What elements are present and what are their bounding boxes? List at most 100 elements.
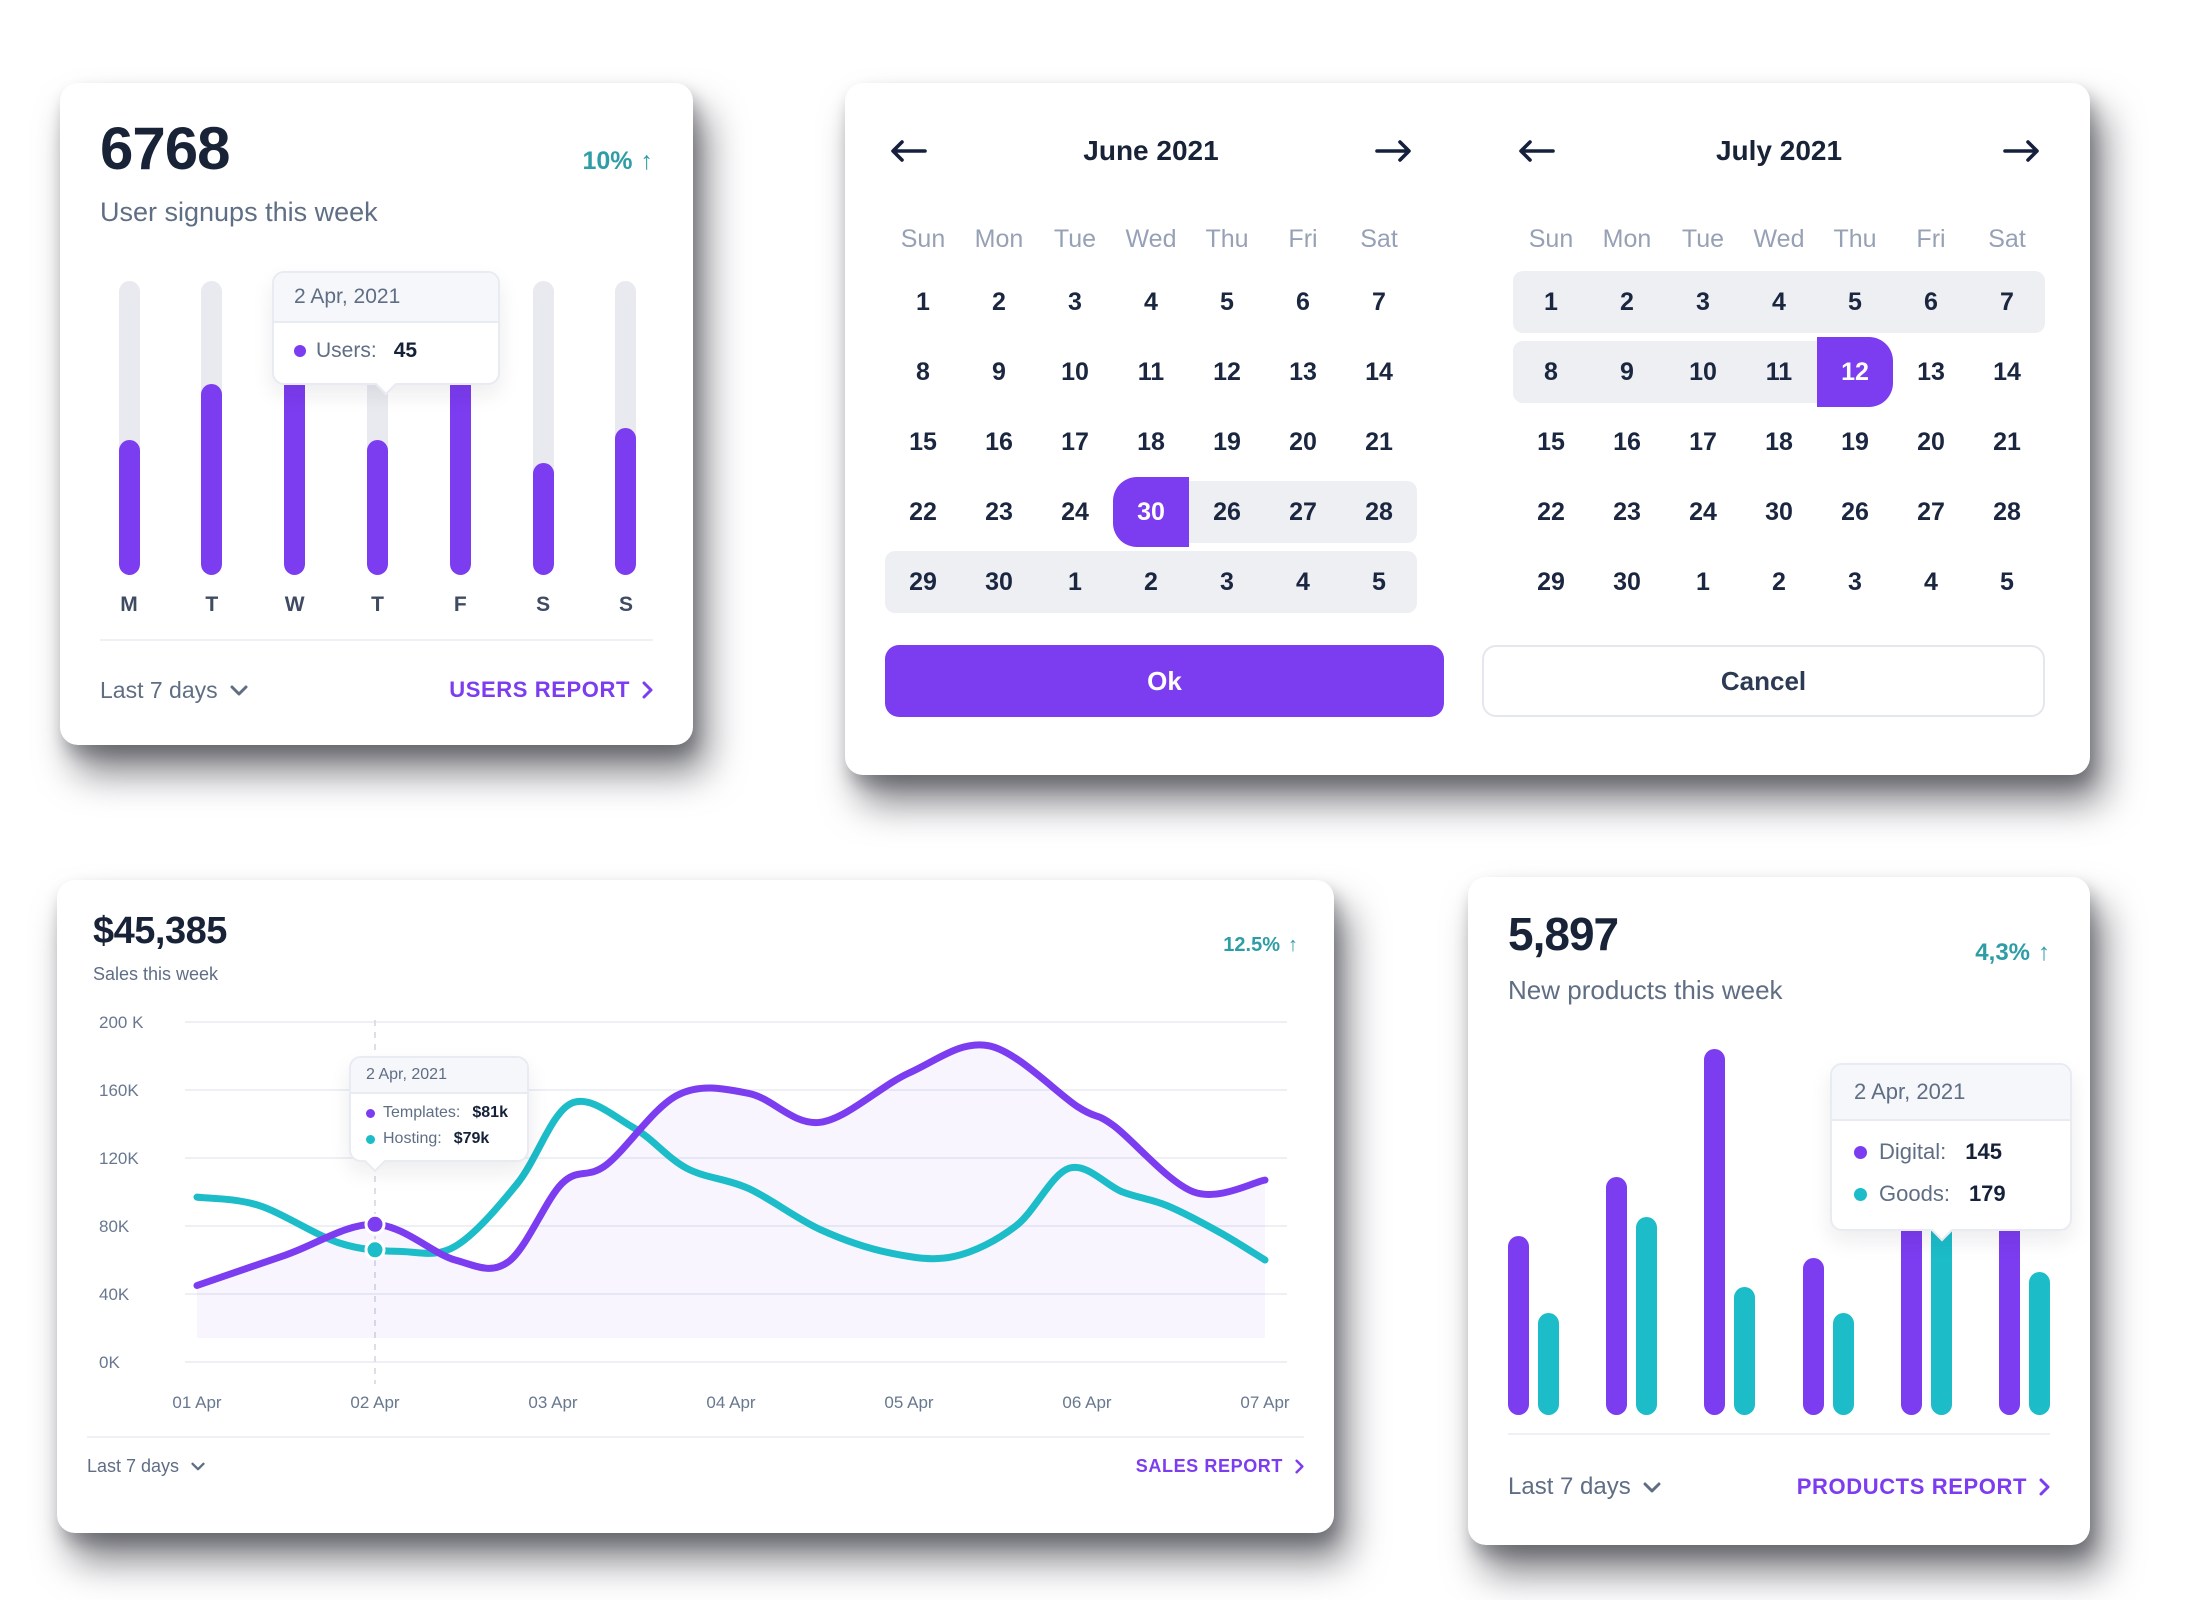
calendar-day[interactable]: 22	[909, 497, 937, 526]
calendar-day[interactable]: 26	[1841, 497, 1869, 526]
products-report-link[interactable]: PRODUCTS REPORT	[1797, 1474, 2050, 1500]
bar-column[interactable]: T	[201, 281, 223, 641]
calendar-day[interactable]: 4	[1265, 547, 1341, 617]
calendar-day[interactable]: 10	[1665, 337, 1741, 407]
calendar-day[interactable]: 9	[1589, 337, 1665, 407]
calendar-day[interactable]: 18	[1137, 427, 1165, 456]
calendar-day[interactable]: 3	[1189, 547, 1265, 617]
calendar-day[interactable]: 8	[916, 357, 930, 386]
calendar-day[interactable]: 2	[1589, 267, 1665, 337]
calendar-day[interactable]: 4	[1144, 287, 1158, 316]
range-selector[interactable]: Last 7 days	[100, 677, 248, 704]
calendar-day[interactable]: 28	[1993, 497, 2021, 526]
calendar-day[interactable]: 9	[992, 357, 1006, 386]
calendar-day[interactable]: 30	[961, 547, 1037, 617]
calendar-day[interactable]: 19	[1841, 427, 1869, 456]
calendar-day[interactable]: 23	[1613, 497, 1641, 526]
calendar-day[interactable]: 24	[1689, 497, 1717, 526]
calendar-day[interactable]: 24	[1061, 497, 1089, 526]
next-month-button[interactable]	[2003, 138, 2041, 164]
goods-bar	[1538, 1313, 1559, 1415]
calendar-day[interactable]: 4	[1924, 567, 1938, 596]
bar-column[interactable]: S	[532, 281, 554, 641]
bar-track	[615, 281, 637, 575]
calendar-day[interactable]: 11	[1741, 337, 1817, 407]
calendar-day[interactable]: 10	[1061, 357, 1089, 386]
calendar-day[interactable]: 3	[1665, 267, 1741, 337]
calendar-day[interactable]: 20	[1289, 427, 1317, 456]
sales-report-link[interactable]: SALES REPORT	[1136, 1456, 1304, 1477]
calendar-day[interactable]: 7	[1372, 287, 1386, 316]
calendar-day[interactable]: 17	[1689, 427, 1717, 456]
product-bar-group[interactable]	[1802, 1258, 1854, 1415]
product-bar-group[interactable]	[1900, 1188, 1952, 1415]
calendar-day[interactable]: 13	[1917, 357, 1945, 386]
bar-column[interactable]: W	[284, 281, 306, 641]
calendar-day[interactable]: 1	[1037, 547, 1113, 617]
range-selector[interactable]: Last 7 days	[1508, 1473, 1661, 1501]
cancel-button[interactable]: Cancel	[1482, 645, 2045, 717]
product-bar-group[interactable]	[1606, 1177, 1658, 1415]
calendar-day[interactable]: 13	[1289, 357, 1317, 386]
calendar-day[interactable]: 8	[1513, 337, 1589, 407]
bar-track	[532, 281, 554, 575]
calendar-day[interactable]: 2	[1772, 567, 1786, 596]
range-selector[interactable]: Last 7 days	[87, 1456, 205, 1477]
calendar-day[interactable]: 29	[1537, 567, 1565, 596]
products-subtitle: New products this week	[1508, 975, 1783, 1005]
product-bar-group[interactable]	[1508, 1236, 1559, 1415]
digital-bar	[1704, 1049, 1726, 1415]
calendar-day[interactable]: 30	[1113, 477, 1189, 547]
calendar-day[interactable]: 14	[1993, 357, 2021, 386]
calendar-day[interactable]: 11	[1137, 357, 1165, 386]
calendar-day[interactable]: 18	[1765, 427, 1793, 456]
calendar-day[interactable]: 28	[1341, 477, 1417, 547]
calendar-day[interactable]: 5	[1341, 547, 1417, 617]
calendar-day[interactable]: 15	[1537, 427, 1565, 456]
calendar-day[interactable]: 19	[1213, 427, 1241, 456]
calendar-day[interactable]: 15	[909, 427, 937, 456]
calendar-day[interactable]: 3	[1068, 287, 1082, 316]
calendar-day[interactable]: 2	[1113, 547, 1189, 617]
calendar-day[interactable]: 14	[1365, 357, 1393, 386]
next-month-button[interactable]	[1375, 138, 1413, 164]
calendar-day[interactable]: 1	[1696, 567, 1710, 596]
product-bar-group[interactable]	[1998, 1195, 2050, 1415]
calendar-day[interactable]: 1	[916, 287, 930, 316]
calendar-day[interactable]: 17	[1061, 427, 1089, 456]
calendar-day[interactable]: 16	[985, 427, 1013, 456]
calendar-day[interactable]: 23	[985, 497, 1013, 526]
calendar-day[interactable]: 12	[1213, 357, 1241, 386]
bar-column[interactable]: M	[118, 281, 140, 641]
calendar-day[interactable]: 29	[885, 547, 961, 617]
calendar-day[interactable]: 5	[2000, 567, 2014, 596]
calendar-day[interactable]: 30	[1613, 567, 1641, 596]
calendar-day[interactable]: 22	[1537, 497, 1565, 526]
calendar-day[interactable]: 6	[1296, 287, 1310, 316]
calendar-day[interactable]: 21	[1365, 427, 1393, 456]
calendar-day[interactable]: 3	[1848, 567, 1862, 596]
bar-column[interactable]: S	[615, 281, 637, 641]
bar-fill	[284, 351, 306, 575]
calendar-day[interactable]: 21	[1993, 427, 2021, 456]
prev-month-button[interactable]	[889, 138, 927, 164]
calendar-day[interactable]: 4	[1741, 267, 1817, 337]
users-report-link[interactable]: USERS REPORT	[449, 677, 653, 703]
calendar-day[interactable]: 27	[1917, 497, 1945, 526]
calendar-day[interactable]: 30	[1765, 497, 1793, 526]
calendar-day[interactable]: 16	[1613, 427, 1641, 456]
prev-month-button[interactable]	[1517, 138, 1555, 164]
tooltip-date: 2 Apr, 2021	[274, 273, 498, 323]
calendar-day[interactable]: 27	[1265, 477, 1341, 547]
calendar-day[interactable]: 7	[1969, 267, 2045, 337]
calendar-day[interactable]: 1	[1513, 267, 1589, 337]
calendar-day[interactable]: 12	[1817, 337, 1893, 407]
ok-button[interactable]: Ok	[885, 645, 1444, 717]
calendar-day[interactable]: 5	[1817, 267, 1893, 337]
calendar-day[interactable]: 5	[1220, 287, 1234, 316]
calendar-day[interactable]: 20	[1917, 427, 1945, 456]
calendar-day[interactable]: 26	[1189, 477, 1265, 547]
product-bar-group[interactable]	[1704, 1049, 1756, 1415]
calendar-day[interactable]: 2	[992, 287, 1006, 316]
calendar-day[interactable]: 6	[1893, 267, 1969, 337]
